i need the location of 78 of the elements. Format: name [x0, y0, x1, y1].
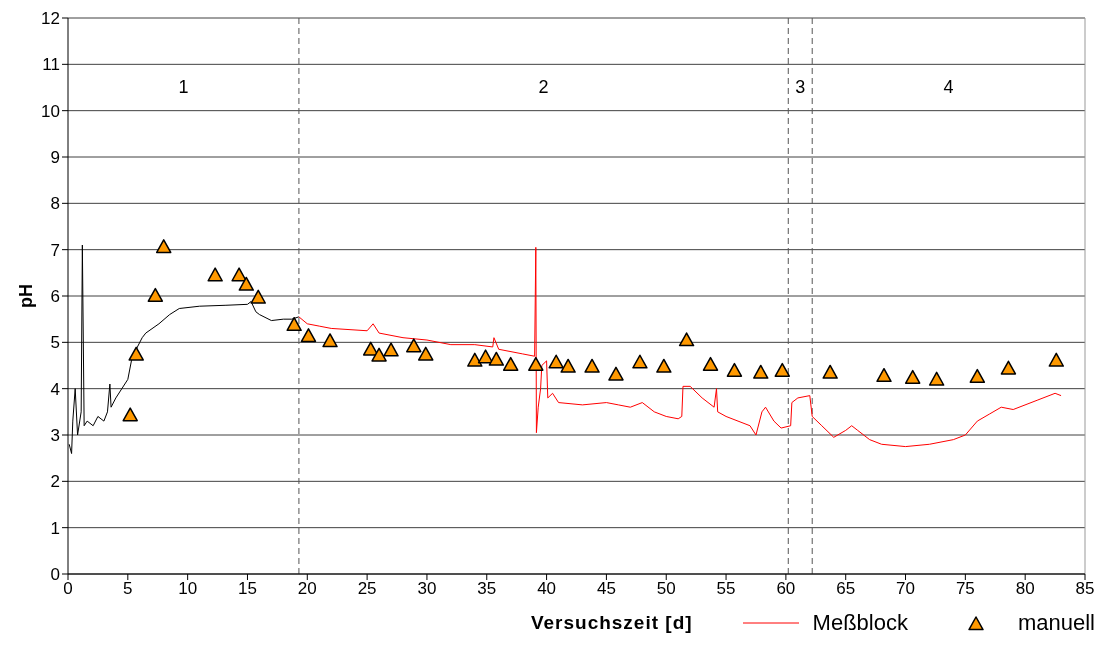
point: [322, 333, 338, 348]
point: [231, 267, 247, 282]
point: [969, 368, 986, 383]
point: [406, 338, 422, 353]
point: [207, 267, 223, 282]
annotation: 2: [538, 76, 549, 97]
x-tick-label: 60: [776, 579, 796, 599]
legend-label: manuell: [1017, 610, 1095, 636]
x-tick-label: 85: [1075, 579, 1095, 599]
point: [1000, 360, 1017, 375]
point: [250, 289, 266, 304]
point: [656, 358, 672, 373]
y-axis-title: pH: [16, 284, 37, 308]
point: [417, 346, 434, 361]
point: [362, 341, 379, 356]
x-tick-label: 40: [537, 579, 557, 599]
point: [560, 358, 576, 373]
point: [286, 316, 302, 332]
point: [122, 407, 138, 422]
point: [502, 356, 519, 371]
x-tick-label: 65: [836, 579, 856, 599]
y-tick-label: 7: [50, 240, 60, 260]
point: [488, 351, 505, 366]
x-tick-label: 5: [123, 579, 133, 599]
point: [928, 371, 945, 386]
point: [608, 366, 624, 381]
x-tick-label: 45: [596, 579, 616, 599]
annotation: 3: [795, 76, 806, 97]
point: [155, 239, 172, 254]
point: [300, 328, 317, 343]
point: [467, 352, 483, 367]
x-tick-label: 75: [955, 579, 975, 599]
x-tick-label: 0: [63, 579, 73, 599]
x-tick-label: 30: [417, 579, 437, 599]
point: [371, 347, 387, 362]
y-tick-label: 5: [50, 333, 60, 353]
point: [822, 364, 838, 379]
y-tick-label: 1: [50, 518, 60, 538]
legend-label: Meßblock: [812, 610, 908, 636]
x-tick-label: 70: [896, 579, 915, 599]
x-tick-label: 50: [656, 579, 676, 599]
point: [753, 364, 769, 379]
point: [702, 356, 719, 371]
point: [383, 342, 399, 357]
y-tick-label: 2: [50, 472, 60, 492]
x-tick-label: 55: [716, 579, 736, 599]
point: [904, 369, 921, 384]
point: [128, 346, 144, 361]
x-tick-label: 35: [477, 579, 497, 599]
point: [548, 354, 564, 369]
point: [678, 332, 695, 347]
point: [632, 354, 648, 369]
y-tick-label: 3: [50, 426, 60, 446]
x-tick-label: 25: [357, 579, 377, 599]
point: [876, 367, 892, 383]
annotation: 4: [943, 76, 954, 97]
x-tick-label: 20: [297, 579, 317, 599]
y-tick-label: 11: [42, 55, 60, 75]
point: [584, 358, 600, 373]
point: [528, 356, 544, 371]
y-tick-label: 8: [50, 194, 60, 214]
x-tick-label: 10: [178, 579, 198, 599]
point: [726, 362, 743, 377]
point: [1048, 352, 1065, 367]
x-tick-label: 80: [1015, 579, 1035, 599]
point: [238, 276, 255, 291]
y-tick-label: 6: [50, 287, 60, 307]
point: [774, 362, 791, 377]
y-tick-label: 10: [41, 101, 60, 121]
point: [147, 287, 164, 302]
y-tick-label: 9: [50, 148, 60, 168]
x-axis-title: Versuchszeit [d]: [530, 612, 693, 634]
annotation: 1: [178, 76, 189, 97]
y-tick-label: 12: [41, 9, 60, 29]
y-tick-label: 0: [50, 565, 60, 585]
y-tick-label: 4: [50, 379, 60, 399]
point: [477, 349, 494, 364]
x-tick-label: 15: [238, 579, 257, 599]
